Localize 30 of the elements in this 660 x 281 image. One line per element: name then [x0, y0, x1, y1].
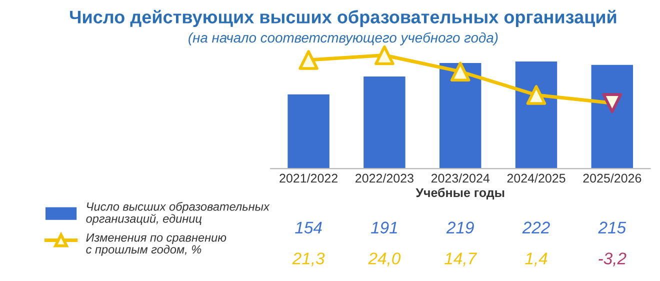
bar: [591, 64, 634, 169]
data-label: 154: [295, 222, 322, 234]
point: [298, 50, 318, 70]
chart-title: Число действующих высших образовательных организаций: [70, 10, 616, 28]
data-label: 222: [522, 222, 550, 234]
bar: [515, 62, 558, 169]
bar: [439, 63, 482, 169]
data-label: 21,3: [292, 252, 325, 266]
x-axis-title: Учебные годы: [416, 188, 504, 200]
data-label: 24,0: [368, 252, 401, 266]
bar: [364, 76, 406, 169]
bar: [288, 94, 330, 169]
x-tick-label: 2024/2025: [507, 173, 566, 183]
data-label: 1,4: [525, 252, 548, 266]
legend-label: Изменения по сравнению с прошлым годом, %: [86, 233, 226, 256]
data-label: -3,2: [598, 252, 626, 266]
point: [526, 85, 546, 105]
x-tick-label: 2022/2023: [356, 173, 414, 183]
data-label: 14,7: [444, 252, 478, 266]
point: [374, 45, 394, 66]
data-label: 215: [598, 222, 626, 234]
x-tick-label: 2025/2026: [583, 173, 642, 183]
point: [602, 93, 622, 113]
legend-label: Число высших образовательных организаций, единиц: [86, 202, 270, 226]
data-label: 191: [370, 222, 397, 234]
point: [450, 62, 470, 82]
x-tick-label: 2023/2024: [431, 173, 490, 183]
data-label: 219: [446, 222, 474, 234]
x-tick-label: 2021/2022: [280, 173, 338, 183]
chart-subtitle: (на начало соответствующего учебного года): [188, 32, 498, 46]
